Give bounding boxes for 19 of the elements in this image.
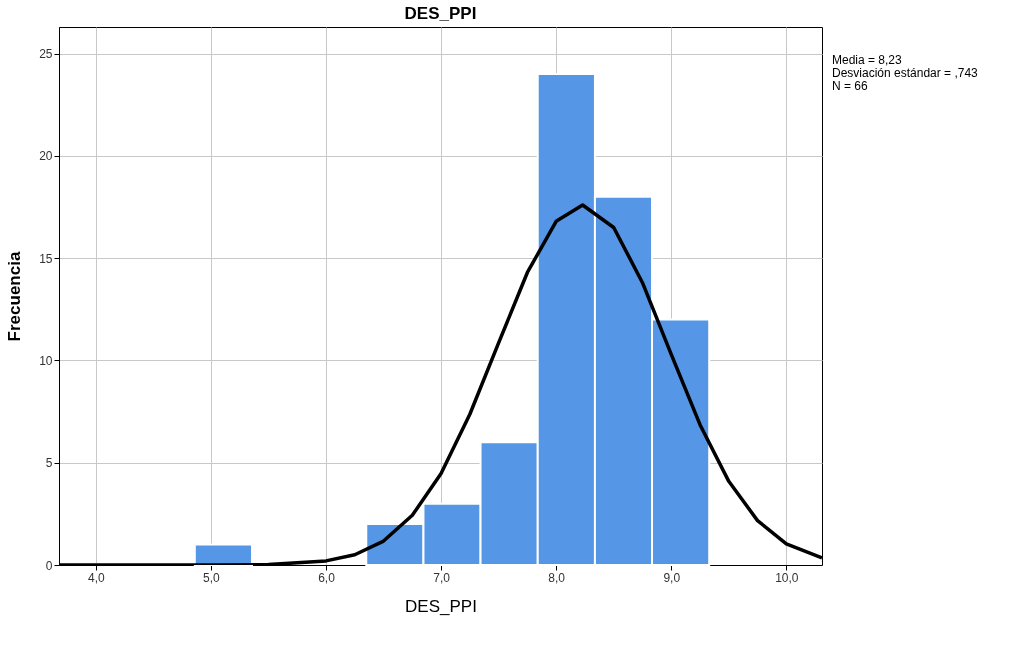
x-tick-label: 5,0	[203, 570, 221, 585]
y-tick-label: 20	[39, 149, 53, 164]
y-tick-label: 15	[39, 251, 53, 266]
y-tick-label: 25	[39, 47, 53, 62]
x-tick-label: 4,0	[87, 570, 105, 585]
y-tick-label: 10	[39, 353, 53, 368]
x-tick-label: 8,0	[548, 570, 566, 585]
text: Media = 8,23	[832, 53, 903, 67]
x-tick-label: 7,0	[433, 570, 451, 585]
y-tick-label: 0	[45, 558, 53, 573]
x-axis-title: DES_PPI	[405, 596, 477, 616]
text: Desviación estándar = ,743	[832, 66, 979, 80]
y-tick-label: 5	[45, 456, 53, 471]
text: N = 66	[832, 79, 869, 93]
x-tick-label: 10,0	[775, 570, 799, 585]
chart-title: DES_PPI	[404, 4, 477, 23]
y-axis-title: Frecuencia	[5, 251, 25, 342]
x-tick-label: 9,0	[663, 570, 681, 585]
x-tick-label: 6,0	[318, 570, 336, 585]
